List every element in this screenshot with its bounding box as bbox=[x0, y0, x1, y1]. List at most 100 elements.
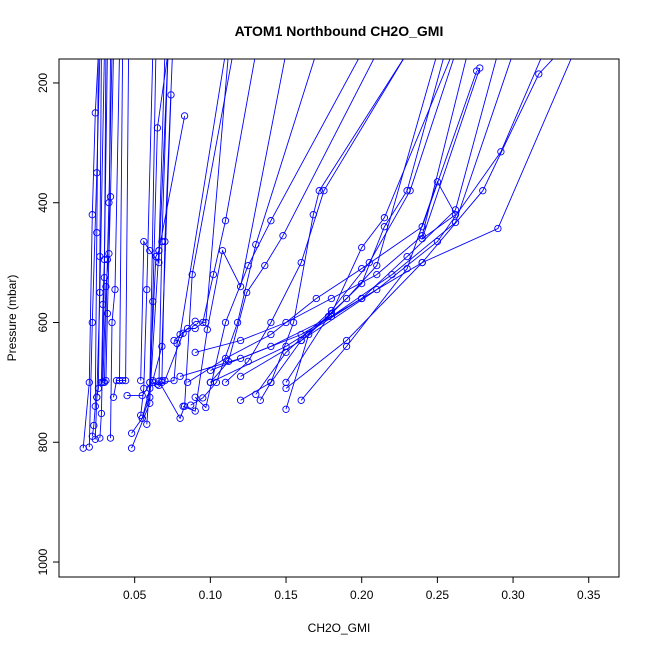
series-line bbox=[99, 59, 107, 439]
data-point bbox=[243, 288, 251, 297]
series-line bbox=[96, 59, 102, 398]
data-point bbox=[140, 237, 148, 246]
data-point bbox=[282, 378, 290, 387]
data-point bbox=[380, 214, 389, 222]
data-point bbox=[236, 282, 245, 291]
data-point bbox=[93, 169, 101, 177]
data-point bbox=[93, 393, 101, 401]
series-line bbox=[140, 59, 169, 381]
series-8 bbox=[100, 59, 113, 387]
data-point bbox=[342, 342, 351, 351]
data-point bbox=[451, 218, 460, 227]
data-point bbox=[403, 264, 411, 273]
series-line bbox=[94, 59, 105, 440]
data-point bbox=[261, 261, 269, 270]
series-line bbox=[103, 59, 113, 383]
data-point bbox=[170, 376, 178, 385]
data-point bbox=[170, 336, 178, 345]
data-point bbox=[179, 329, 187, 337]
data-point bbox=[137, 376, 145, 385]
series-12 bbox=[115, 59, 130, 385]
data-point bbox=[535, 70, 543, 78]
series-line bbox=[82, 59, 99, 449]
series-line bbox=[146, 59, 166, 425]
data-point bbox=[183, 378, 192, 387]
data-point bbox=[320, 187, 328, 195]
data-point bbox=[418, 258, 426, 267]
data-point bbox=[103, 309, 112, 318]
data-point bbox=[202, 403, 210, 412]
data-point bbox=[342, 336, 351, 345]
data-point bbox=[143, 420, 151, 428]
data-point bbox=[123, 391, 131, 400]
data-point bbox=[100, 378, 109, 387]
data-point bbox=[85, 378, 93, 387]
data-point bbox=[209, 270, 218, 279]
data-point bbox=[188, 270, 196, 279]
data-point bbox=[327, 294, 336, 303]
series-line bbox=[88, 59, 101, 448]
series-line bbox=[131, 59, 157, 434]
y-tick-label: 400 bbox=[36, 192, 50, 212]
series-40 bbox=[282, 59, 554, 393]
series-1 bbox=[85, 59, 101, 451]
data-point bbox=[358, 294, 366, 303]
data-point bbox=[289, 318, 298, 327]
data-point bbox=[121, 376, 130, 385]
series-line bbox=[141, 115, 186, 419]
chart-title: ATOM1 Northbound CH2O_GMI bbox=[235, 23, 444, 39]
data-point bbox=[373, 270, 381, 279]
series-line bbox=[285, 59, 554, 389]
series-line bbox=[119, 59, 129, 382]
data-point bbox=[342, 294, 351, 303]
series-line bbox=[210, 59, 572, 383]
data-point bbox=[267, 342, 275, 351]
series-line bbox=[173, 59, 256, 341]
data-point bbox=[267, 378, 275, 387]
plot-frame bbox=[58, 58, 620, 578]
data-point bbox=[236, 396, 245, 404]
data-point bbox=[206, 366, 215, 375]
data-point bbox=[221, 378, 230, 387]
x-tick-label: 0.15 bbox=[274, 588, 298, 602]
x-tick-label: 0.25 bbox=[426, 588, 450, 602]
data-point bbox=[179, 402, 187, 410]
data-point bbox=[358, 243, 366, 252]
series-16 bbox=[137, 59, 154, 419]
data-point bbox=[158, 342, 166, 351]
data-point bbox=[88, 318, 96, 327]
series-10 bbox=[106, 59, 120, 442]
data-point bbox=[100, 273, 109, 282]
series-line bbox=[100, 59, 108, 383]
data-point bbox=[153, 124, 162, 132]
series-26 bbox=[179, 59, 286, 415]
data-point bbox=[85, 443, 93, 451]
series-4 bbox=[93, 59, 104, 401]
data-point bbox=[183, 324, 192, 333]
data-point bbox=[106, 193, 115, 201]
series-19 bbox=[143, 59, 166, 428]
data-point bbox=[161, 237, 169, 246]
data-point bbox=[191, 407, 199, 415]
data-point bbox=[218, 246, 227, 255]
data-point bbox=[297, 336, 305, 345]
data-point bbox=[373, 261, 381, 270]
data-point bbox=[373, 285, 381, 294]
data-point bbox=[143, 285, 151, 294]
x-tick-label: 0.35 bbox=[577, 588, 601, 602]
data-point bbox=[96, 434, 104, 442]
series-43 bbox=[252, 59, 454, 399]
data-point bbox=[176, 414, 184, 422]
data-point bbox=[403, 252, 411, 261]
data-point bbox=[312, 294, 320, 303]
data-point bbox=[111, 285, 119, 294]
data-point bbox=[451, 211, 460, 219]
series-line bbox=[161, 59, 225, 383]
data-point bbox=[236, 372, 245, 381]
data-point bbox=[146, 246, 154, 255]
data-point bbox=[267, 318, 275, 327]
data-point bbox=[191, 348, 199, 357]
data-point bbox=[106, 434, 115, 442]
data-point bbox=[206, 378, 215, 387]
y-tick-label: 600 bbox=[36, 312, 50, 332]
